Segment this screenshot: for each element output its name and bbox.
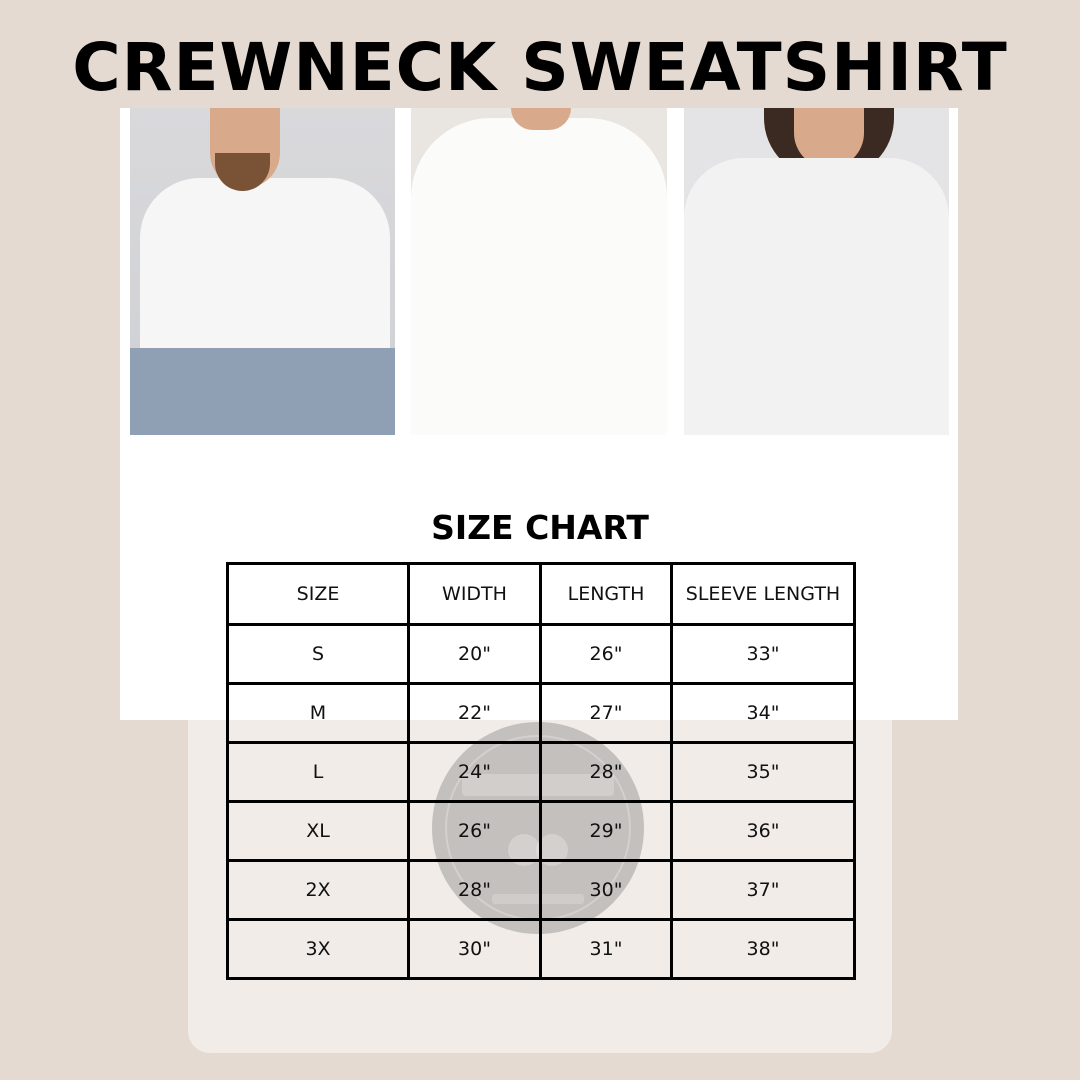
table-cell: 26" xyxy=(539,623,673,685)
size-chart-title: SIZE CHART xyxy=(431,508,649,547)
model-photo-woman-2 xyxy=(684,108,949,435)
table-cell: 3X xyxy=(226,918,410,980)
table-cell: L xyxy=(226,741,410,803)
table-cell: 20" xyxy=(407,623,542,685)
table-cell: 30" xyxy=(407,918,542,980)
header-sleeve-length: SLEEVE LENGTH xyxy=(670,562,856,626)
table-cell: S xyxy=(226,623,410,685)
table-cell: 30" xyxy=(539,859,673,921)
table-row: 2X 28" 30" 37" xyxy=(226,859,856,921)
table-cell: 29" xyxy=(539,800,673,862)
table-cell: 35" xyxy=(670,741,856,803)
table-cell: 34" xyxy=(670,682,856,744)
table-row: M 22" 27" 34" xyxy=(226,682,856,744)
header-length: LENGTH xyxy=(539,562,673,626)
table-cell: M xyxy=(226,682,410,744)
table-row: S 20" 26" 33" xyxy=(226,623,856,685)
table-header-row: SIZE WIDTH LENGTH SLEEVE LENGTH xyxy=(226,562,856,626)
header-width: WIDTH xyxy=(407,562,542,626)
model-photo-woman xyxy=(411,108,667,435)
table-cell: 24" xyxy=(407,741,542,803)
size-chart-table: SIZE WIDTH LENGTH SLEEVE LENGTH S 20" 26" 3… xyxy=(226,562,856,980)
table-cell: 38" xyxy=(670,918,856,980)
table-cell: 36" xyxy=(670,800,856,862)
table-cell: 28" xyxy=(539,741,673,803)
table-cell: 28" xyxy=(407,859,542,921)
table-cell: 22" xyxy=(407,682,542,744)
table-cell: 37" xyxy=(670,859,856,921)
table-cell: 33" xyxy=(670,623,856,685)
table-cell: 26" xyxy=(407,800,542,862)
model-photo-man xyxy=(130,108,395,435)
header-size: SIZE xyxy=(226,562,410,626)
table-row: XL 26" 29" 36" xyxy=(226,800,856,862)
table-cell: 31" xyxy=(539,918,673,980)
table-cell: 27" xyxy=(539,682,673,744)
table-cell: 2X xyxy=(226,859,410,921)
table-cell: XL xyxy=(226,800,410,862)
table-row: 3X 30" 31" 38" xyxy=(226,918,856,980)
page-title: CREWNECK SWEATSHIRT xyxy=(72,29,1008,106)
table-row: L 24" 28" 35" xyxy=(226,741,856,803)
